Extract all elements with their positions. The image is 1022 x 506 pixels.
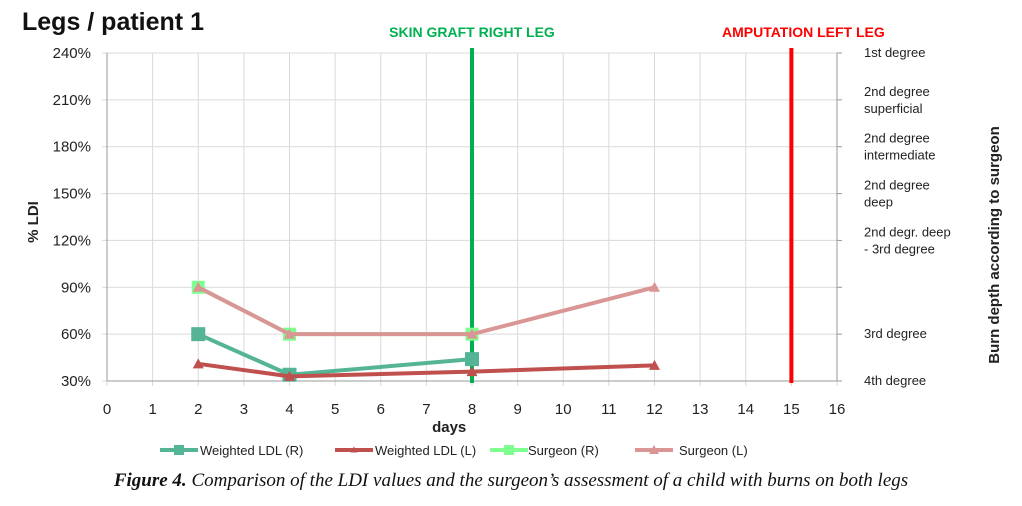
x-tick-label: 14	[737, 401, 754, 418]
x-tick-label: 16	[829, 401, 846, 418]
y-tick-label: 120%	[53, 232, 91, 249]
data-point	[284, 370, 295, 381]
data-point	[466, 328, 478, 339]
event-annotation: AMPUTATION LEFT LEG	[722, 24, 885, 40]
data-point	[191, 327, 206, 342]
x-tick-label: 1	[148, 401, 156, 418]
legend-label: Surgeon (L)	[679, 443, 748, 458]
x-tick-label: 7	[422, 401, 430, 418]
x-tick-label: 6	[377, 401, 385, 418]
y-tick-label: 90%	[61, 279, 91, 296]
legend-marker	[504, 445, 514, 455]
x-tick-label: 12	[646, 401, 663, 418]
burn-degree-label: 2nd degree	[864, 131, 930, 146]
burn-degree-label: 2nd degree	[864, 84, 930, 99]
caption-text: Comparison of the LDI values and the sur…	[186, 470, 909, 491]
data-point	[192, 281, 204, 292]
y-tick-label: 150%	[53, 186, 91, 203]
x-tick-label: 5	[331, 401, 339, 418]
x-tick-label: 2	[194, 401, 202, 418]
caption-label: Figure 4.	[113, 470, 187, 491]
burn-degree-label: deep	[864, 195, 893, 210]
legend-marker	[649, 445, 659, 454]
figure-caption: Figure 4. Comparison of the LDI values a…	[0, 470, 1022, 492]
x-tick-label: 3	[240, 401, 248, 418]
x-tick-label: 0	[103, 401, 111, 418]
x-tick-label: 9	[513, 401, 521, 418]
data-point	[465, 352, 479, 367]
chart-title: Legs / patient 1	[22, 8, 204, 36]
legend-label: Weighted LDL (L)	[375, 443, 476, 458]
legend-marker	[350, 446, 358, 453]
event-annotation: SKIN GRAFT RIGHT LEG	[389, 24, 555, 40]
legend-marker	[174, 445, 184, 455]
x-tick-label: 10	[555, 401, 572, 418]
y-tick-label: 60%	[61, 326, 91, 343]
x-tick-label: 13	[692, 401, 709, 418]
x-tick-label: 15	[783, 401, 800, 418]
y-axis-label: % LDI	[25, 201, 42, 243]
legend-label: Weighted LDL (R)	[200, 443, 303, 458]
data-point	[284, 328, 295, 339]
series-line	[197, 361, 655, 379]
y-tick-label: 210%	[53, 92, 91, 109]
x-axis-label: days	[432, 419, 466, 436]
y-tick-label: 180%	[53, 139, 91, 156]
burn-degree-label: superficial	[864, 101, 923, 116]
x-tick-label: 11	[601, 401, 617, 418]
burn-degree-label: 3rd degree	[864, 326, 927, 341]
burn-degree-label: 2nd degree	[864, 178, 930, 193]
burn-degree-label: 1st degree	[864, 45, 925, 60]
burn-degree-label: 2nd degr. deep	[864, 224, 951, 239]
data-point	[649, 359, 660, 370]
data-point	[466, 366, 478, 377]
y-tick-label: 30%	[61, 373, 91, 390]
y-tick-label: 240%	[53, 45, 91, 62]
x-tick-label: 4	[285, 401, 293, 418]
data-point	[192, 358, 204, 369]
burn-degree-label: 4th degree	[864, 373, 926, 388]
legend-label: Surgeon (R)	[528, 443, 599, 458]
series-line	[197, 285, 655, 337]
y2-axis-label: Burn depth according to surgeon	[986, 126, 1003, 364]
data-point	[649, 281, 660, 292]
line-chart: 0 1 2 3 4 5 6 7 8 9 10 11 12 13 14 15 1630%60%90%120%150…	[25, 24, 1003, 458]
burn-degree-label: - 3rd degree	[864, 241, 935, 256]
x-tick-label: 8	[468, 401, 476, 418]
burn-degree-label: intermediate	[864, 148, 936, 163]
